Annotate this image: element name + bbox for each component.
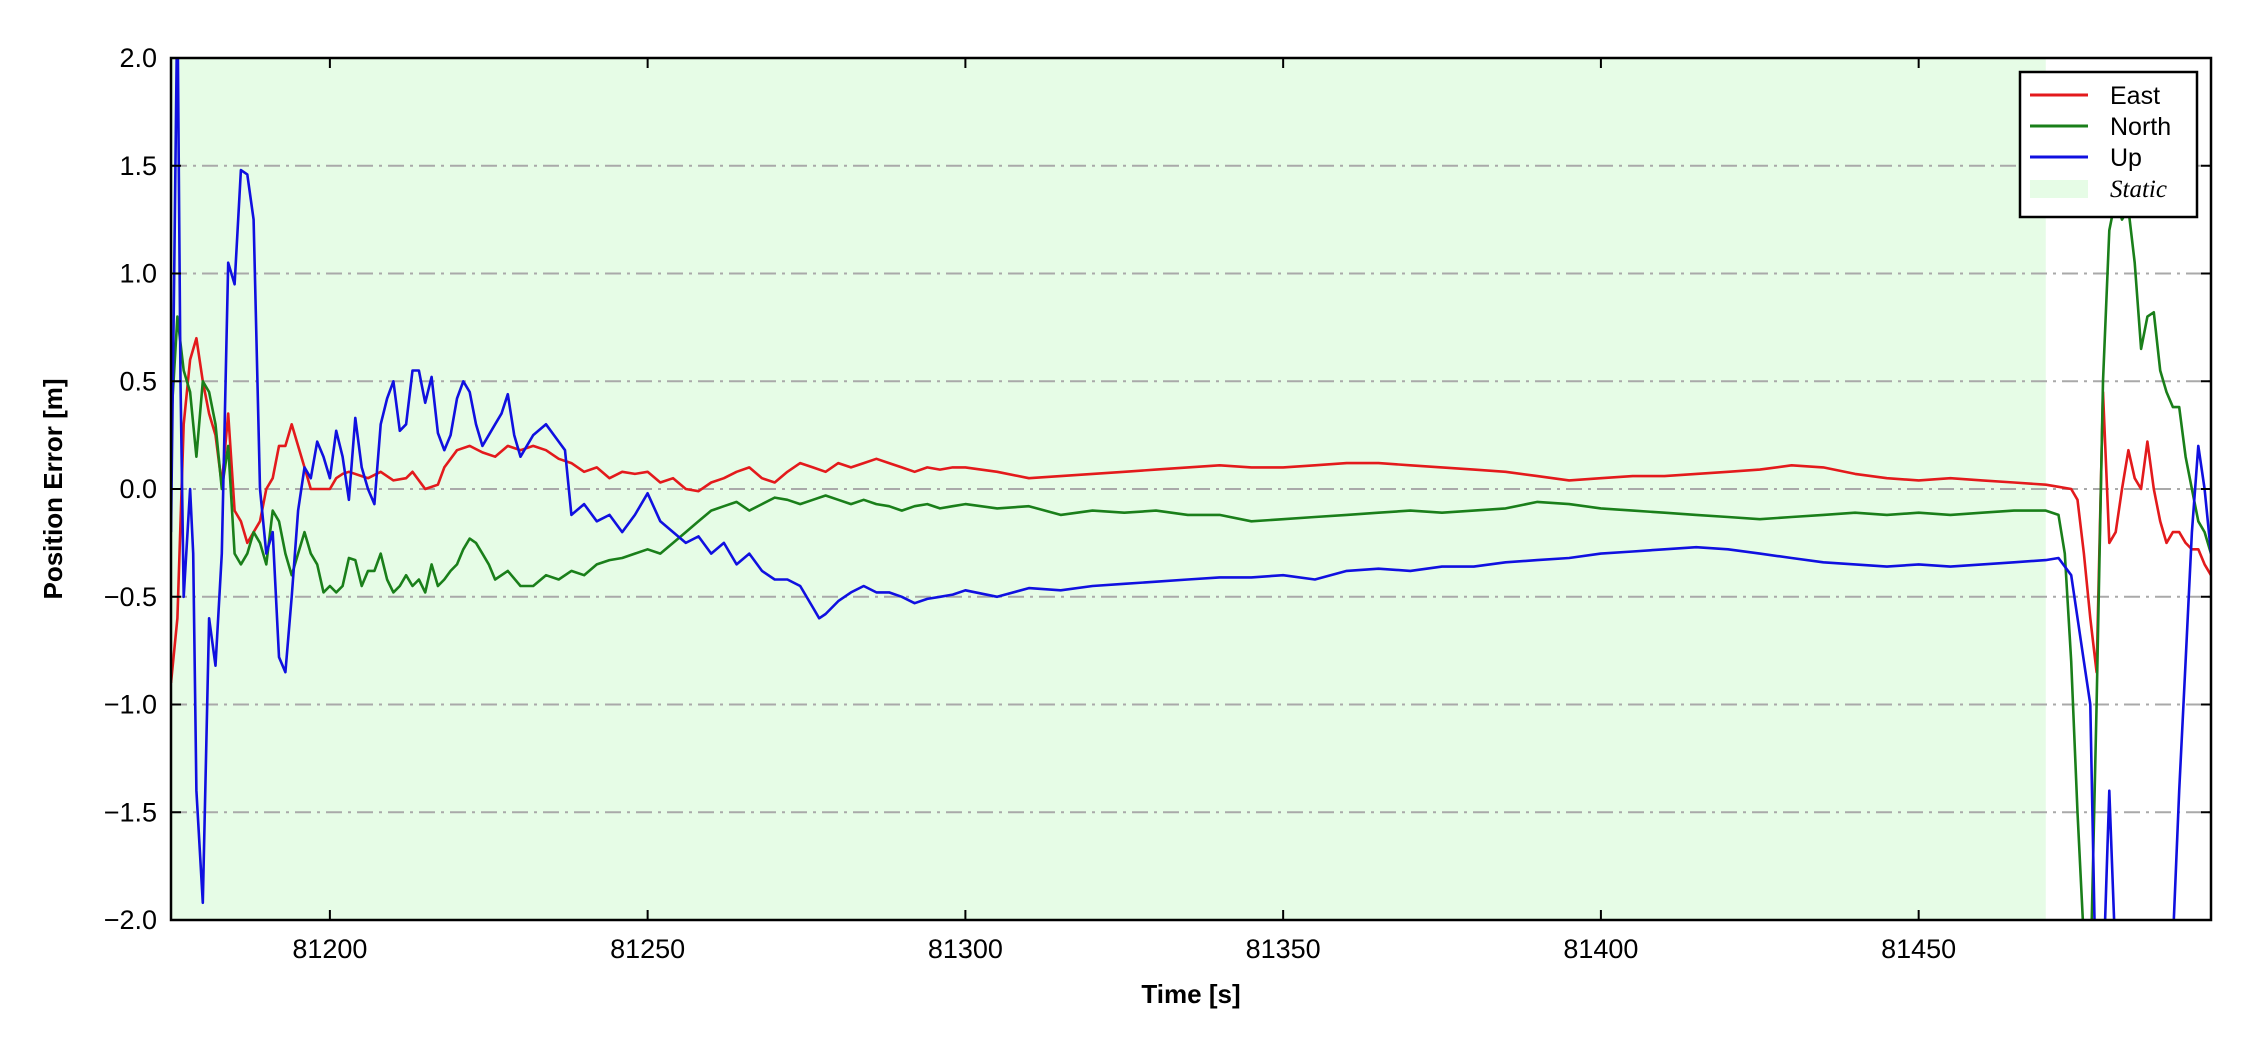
y-tick-label: −1.0 — [104, 690, 157, 720]
y-tick-label: −0.5 — [104, 582, 157, 612]
series-lines — [171, 58, 2211, 920]
y-tick-label: 1.0 — [119, 259, 157, 289]
series-line-east — [171, 336, 2211, 684]
legend-label-east: East — [2110, 82, 2160, 110]
legend-label-static: Static — [2110, 176, 2167, 203]
legend-label-up: Up — [2110, 144, 2142, 172]
x-tick-label: 81350 — [1246, 934, 1321, 964]
x-axis-title: Time [s] — [1141, 979, 1240, 1009]
x-tick-label: 81200 — [292, 934, 367, 964]
y-tick-label: 1.5 — [119, 151, 157, 181]
y-tick-label: 0.5 — [119, 366, 157, 396]
legend-swatch-static — [2030, 180, 2088, 198]
y-tick-label: 2.0 — [119, 43, 157, 73]
y-tick-label: −1.5 — [104, 797, 157, 827]
series-line-north — [171, 196, 2211, 920]
x-tick-label: 81250 — [610, 934, 685, 964]
legend-label-north: North — [2110, 113, 2171, 141]
x-tick-label: 81450 — [1881, 934, 1956, 964]
x-tick-label: 81400 — [1563, 934, 1638, 964]
y-axis-title: Position Error [m] — [38, 378, 68, 599]
x-tick-label: 81300 — [928, 934, 1003, 964]
y-tick-label: −2.0 — [104, 905, 157, 935]
y-tick-label: 0.0 — [119, 474, 157, 504]
legend: East North Up Static — [2018, 70, 2199, 219]
y-axis-ticks: −2.0 −1.5 −1.0 −0.5 0.0 0.5 1.0 1.5 2.0 — [104, 43, 2211, 935]
series-line-up — [171, 58, 2211, 920]
x-axis-ticks: 81200 81250 81300 81350 81400 81450 — [292, 58, 1956, 964]
